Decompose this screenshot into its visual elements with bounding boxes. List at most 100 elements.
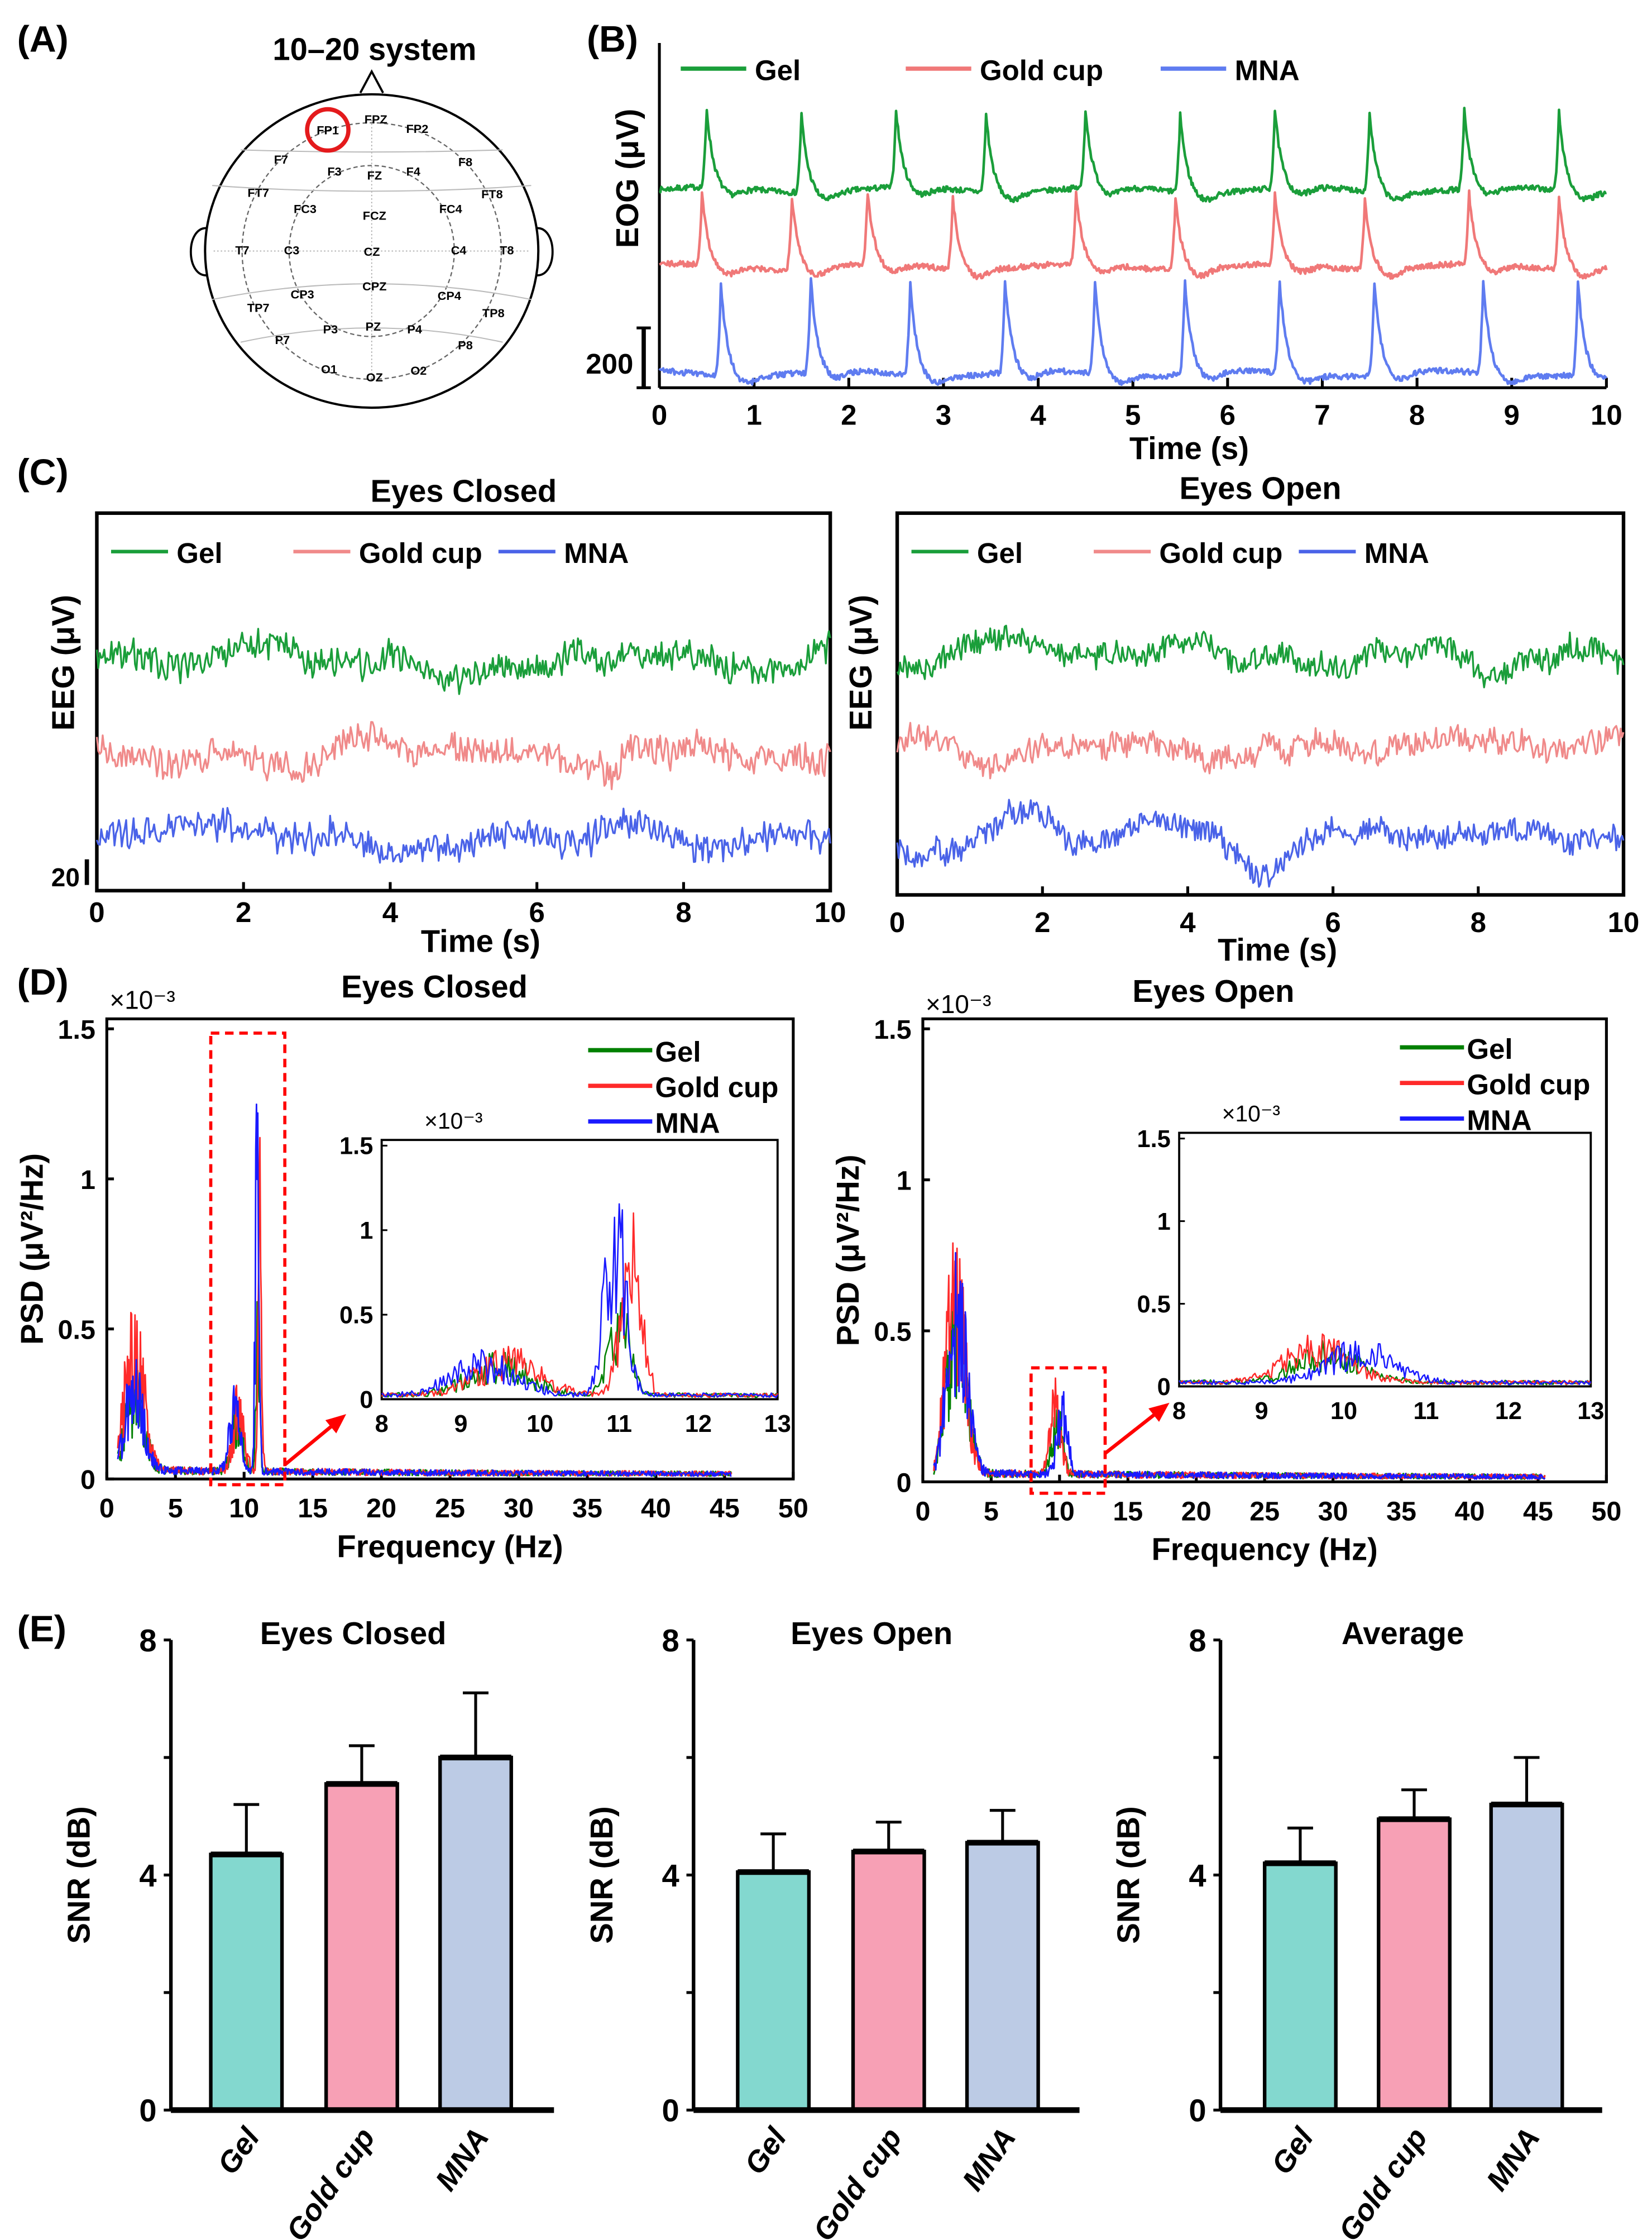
x-tick-label: Gel (739, 2122, 793, 2180)
electrode-fp2: FP2 (406, 122, 429, 136)
chart-title: Eyes Closed (260, 1616, 447, 1651)
x-tick-label: 30 (504, 1493, 534, 1523)
legend-label: Gel (755, 54, 801, 86)
y-tick-label: 1.5 (58, 1015, 95, 1045)
y-tick-label: 8 (1189, 1623, 1206, 1658)
y-tick-label: 4 (662, 1858, 679, 1893)
electrode-f3: F3 (327, 164, 341, 178)
bar-mna (1489, 1803, 1564, 2112)
inset-y-tick-label: 0 (1157, 1374, 1171, 1401)
eeg-trace-gold-cup (896, 722, 1625, 780)
inset-frame (380, 1139, 779, 1401)
eeg-trace-gel (896, 624, 1625, 689)
electrode-o1: O1 (321, 362, 337, 376)
electrode-fz: FZ (367, 169, 382, 183)
chart-title: Eyes Closed (341, 969, 528, 1004)
eeg-trace-mna (95, 806, 831, 864)
x-tick-label: 10 (815, 896, 846, 928)
y-axis-label: EEG (μV) (843, 595, 878, 730)
electrode-c4: C4 (451, 243, 467, 257)
y-tick-label: 1 (80, 1165, 95, 1195)
left-ear-icon (189, 227, 208, 276)
electrode-tp8: TP8 (482, 306, 505, 320)
electrode-cpz: CPZ (362, 279, 386, 293)
y-axis-label: EEG (μV) (46, 595, 81, 730)
x-tick-label: 4 (1180, 906, 1196, 938)
electrode-arc (212, 185, 531, 192)
psd-trace-mna (117, 1104, 732, 1477)
y-tick-label: 0 (139, 2093, 156, 2128)
y-axis-label: SNR (dB) (584, 1806, 619, 1943)
x-tick-label: Gel (1265, 2122, 1320, 2180)
x-tick-label: 0 (652, 399, 667, 431)
x-tick-label: 5 (984, 1496, 999, 1526)
x-tick-label: Gold cup (280, 2122, 381, 2240)
y-tick-label: 0 (80, 1465, 95, 1495)
inset-frame (1178, 1131, 1592, 1388)
x-tick-label: 5 (1125, 399, 1141, 431)
bar-gel (736, 1870, 811, 2112)
electrode-arc (212, 283, 531, 300)
y-tick-label: 0.5 (58, 1315, 95, 1345)
inset-y-tick-label: 1.5 (339, 1133, 373, 1160)
electrode-ft7: FT7 (247, 186, 269, 200)
highlight-box (209, 1031, 286, 1487)
x-tick-label: 25 (435, 1493, 465, 1523)
x-tick-label: 10 (229, 1493, 259, 1523)
electrode-oz: OZ (366, 370, 383, 384)
x-tick-label: 0 (99, 1493, 114, 1523)
x-tick-label: 2 (841, 399, 856, 431)
inset-psd-trace-mna (1179, 1340, 1592, 1386)
diagram-title: 10–20 system (272, 32, 476, 67)
inset-psd-trace-mna (381, 1203, 778, 1398)
y-axis-label: SNR (dB) (61, 1806, 97, 1943)
x-tick-label: MNA (429, 2122, 495, 2197)
legend-label: MNA (564, 537, 629, 569)
x-tick-label: Gel (212, 2122, 266, 2180)
electrode-f8: F8 (458, 155, 472, 169)
x-tick-label: 10 (1591, 399, 1622, 431)
x-tick-label: 15 (1113, 1496, 1143, 1526)
bar-mna (965, 1841, 1040, 2112)
x-tick-label: 1 (746, 399, 762, 431)
legend-label: Gold cup (980, 54, 1103, 86)
electrode-c3: C3 (284, 243, 300, 257)
electrode-o2: O2 (410, 364, 427, 378)
eog-trace-gold-cup (659, 189, 1608, 280)
electrode-f4: F4 (406, 164, 420, 178)
legend-label: MNA (1235, 54, 1300, 86)
panel-label: (C) (17, 452, 69, 493)
x-tick-label: 10 (1608, 906, 1640, 938)
electrode-arc (241, 149, 503, 153)
x-axis-label: Time (s) (1129, 431, 1249, 466)
legend-label: MNA (1467, 1104, 1531, 1136)
bar-gel (209, 1852, 284, 2112)
inset-y-tick-label: 1 (360, 1217, 373, 1244)
electrode-arc (240, 327, 503, 343)
bar-gold-cup (324, 1782, 399, 2112)
inset-x-tick-label: 11 (606, 1411, 632, 1437)
scale-bar-label: 200 (586, 348, 633, 380)
inset-y-tick-label: 1.5 (1137, 1126, 1171, 1153)
x-axis-label: Frequency (Hz) (1152, 1532, 1378, 1567)
y-tick-label: 1 (897, 1166, 912, 1196)
y-tick-label: 0 (897, 1468, 912, 1498)
inset-y-tick-label: 1 (1157, 1209, 1171, 1235)
legend-label: Gel (655, 1036, 701, 1068)
legend-label: Gold cup (1467, 1069, 1590, 1101)
x-tick-label: 2 (1035, 906, 1050, 938)
x-tick-label: 8 (676, 896, 691, 928)
panel-label: (B) (587, 18, 638, 60)
electrode-p8: P8 (458, 338, 473, 352)
x-tick-label: 6 (529, 896, 544, 928)
inset-x-tick-label: 10 (526, 1411, 553, 1437)
x-tick-label: 2 (236, 896, 251, 928)
inset-y-multiplier: ×10⁻³ (1222, 1101, 1280, 1126)
y-tick-label: 8 (139, 1623, 156, 1658)
eog-trace-gel (659, 107, 1607, 203)
inset-x-tick-label: 11 (1414, 1398, 1439, 1425)
highlight-circle (305, 107, 351, 153)
legend-label: Gel (176, 537, 222, 569)
electrode-fc4: FC4 (439, 202, 462, 216)
plot-frame (895, 511, 1626, 897)
